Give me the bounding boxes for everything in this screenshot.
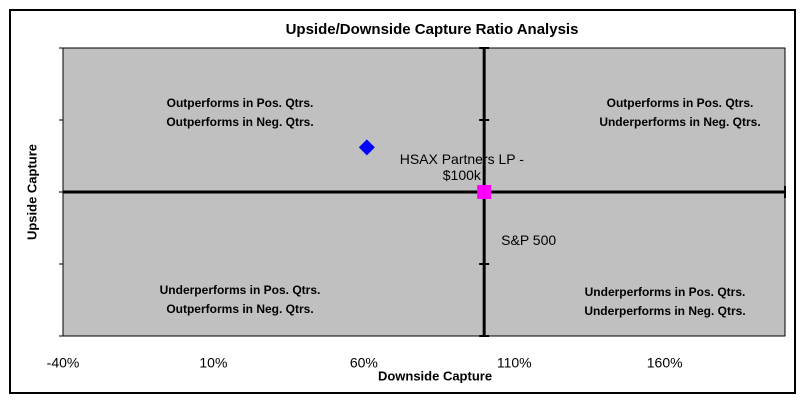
x-tick-label: 10% [199, 355, 227, 371]
data-point [358, 139, 375, 156]
quadrant-annotation: Outperforms in Neg. Qtrs. [166, 302, 313, 316]
quadrant-annotation: Underperforms in Neg. Qtrs. [584, 304, 745, 318]
y-axis-label: Upside Capture [24, 144, 39, 240]
x-tick-label: 160% [647, 355, 683, 371]
x-axis-label: Downside Capture [378, 368, 492, 383]
data-point [477, 185, 492, 199]
x-tick-label: 60% [350, 355, 378, 371]
quadrant-annotation: Underperforms in Pos. Qtrs. [585, 285, 746, 299]
chart-title: Upside/Downside Capture Ratio Analysis [286, 21, 579, 38]
quadrant-annotation: Outperforms in Pos. Qtrs. [607, 96, 754, 110]
quadrant-annotation: Outperforms in Pos. Qtrs. [167, 96, 314, 110]
x-tick-label: -40% [47, 355, 80, 371]
point-label: HSAX Partners LP - $100k [399, 151, 524, 184]
quadrant-annotation: Underperforms in Pos. Qtrs. [160, 283, 321, 297]
x-tick-label: 110% [497, 355, 532, 371]
quadrant-annotation: Underperforms in Neg. Qtrs. [599, 115, 760, 129]
quadrant-annotation: Outperforms in Neg. Qtrs. [166, 115, 313, 129]
point-label: S&P 500 [501, 232, 557, 248]
